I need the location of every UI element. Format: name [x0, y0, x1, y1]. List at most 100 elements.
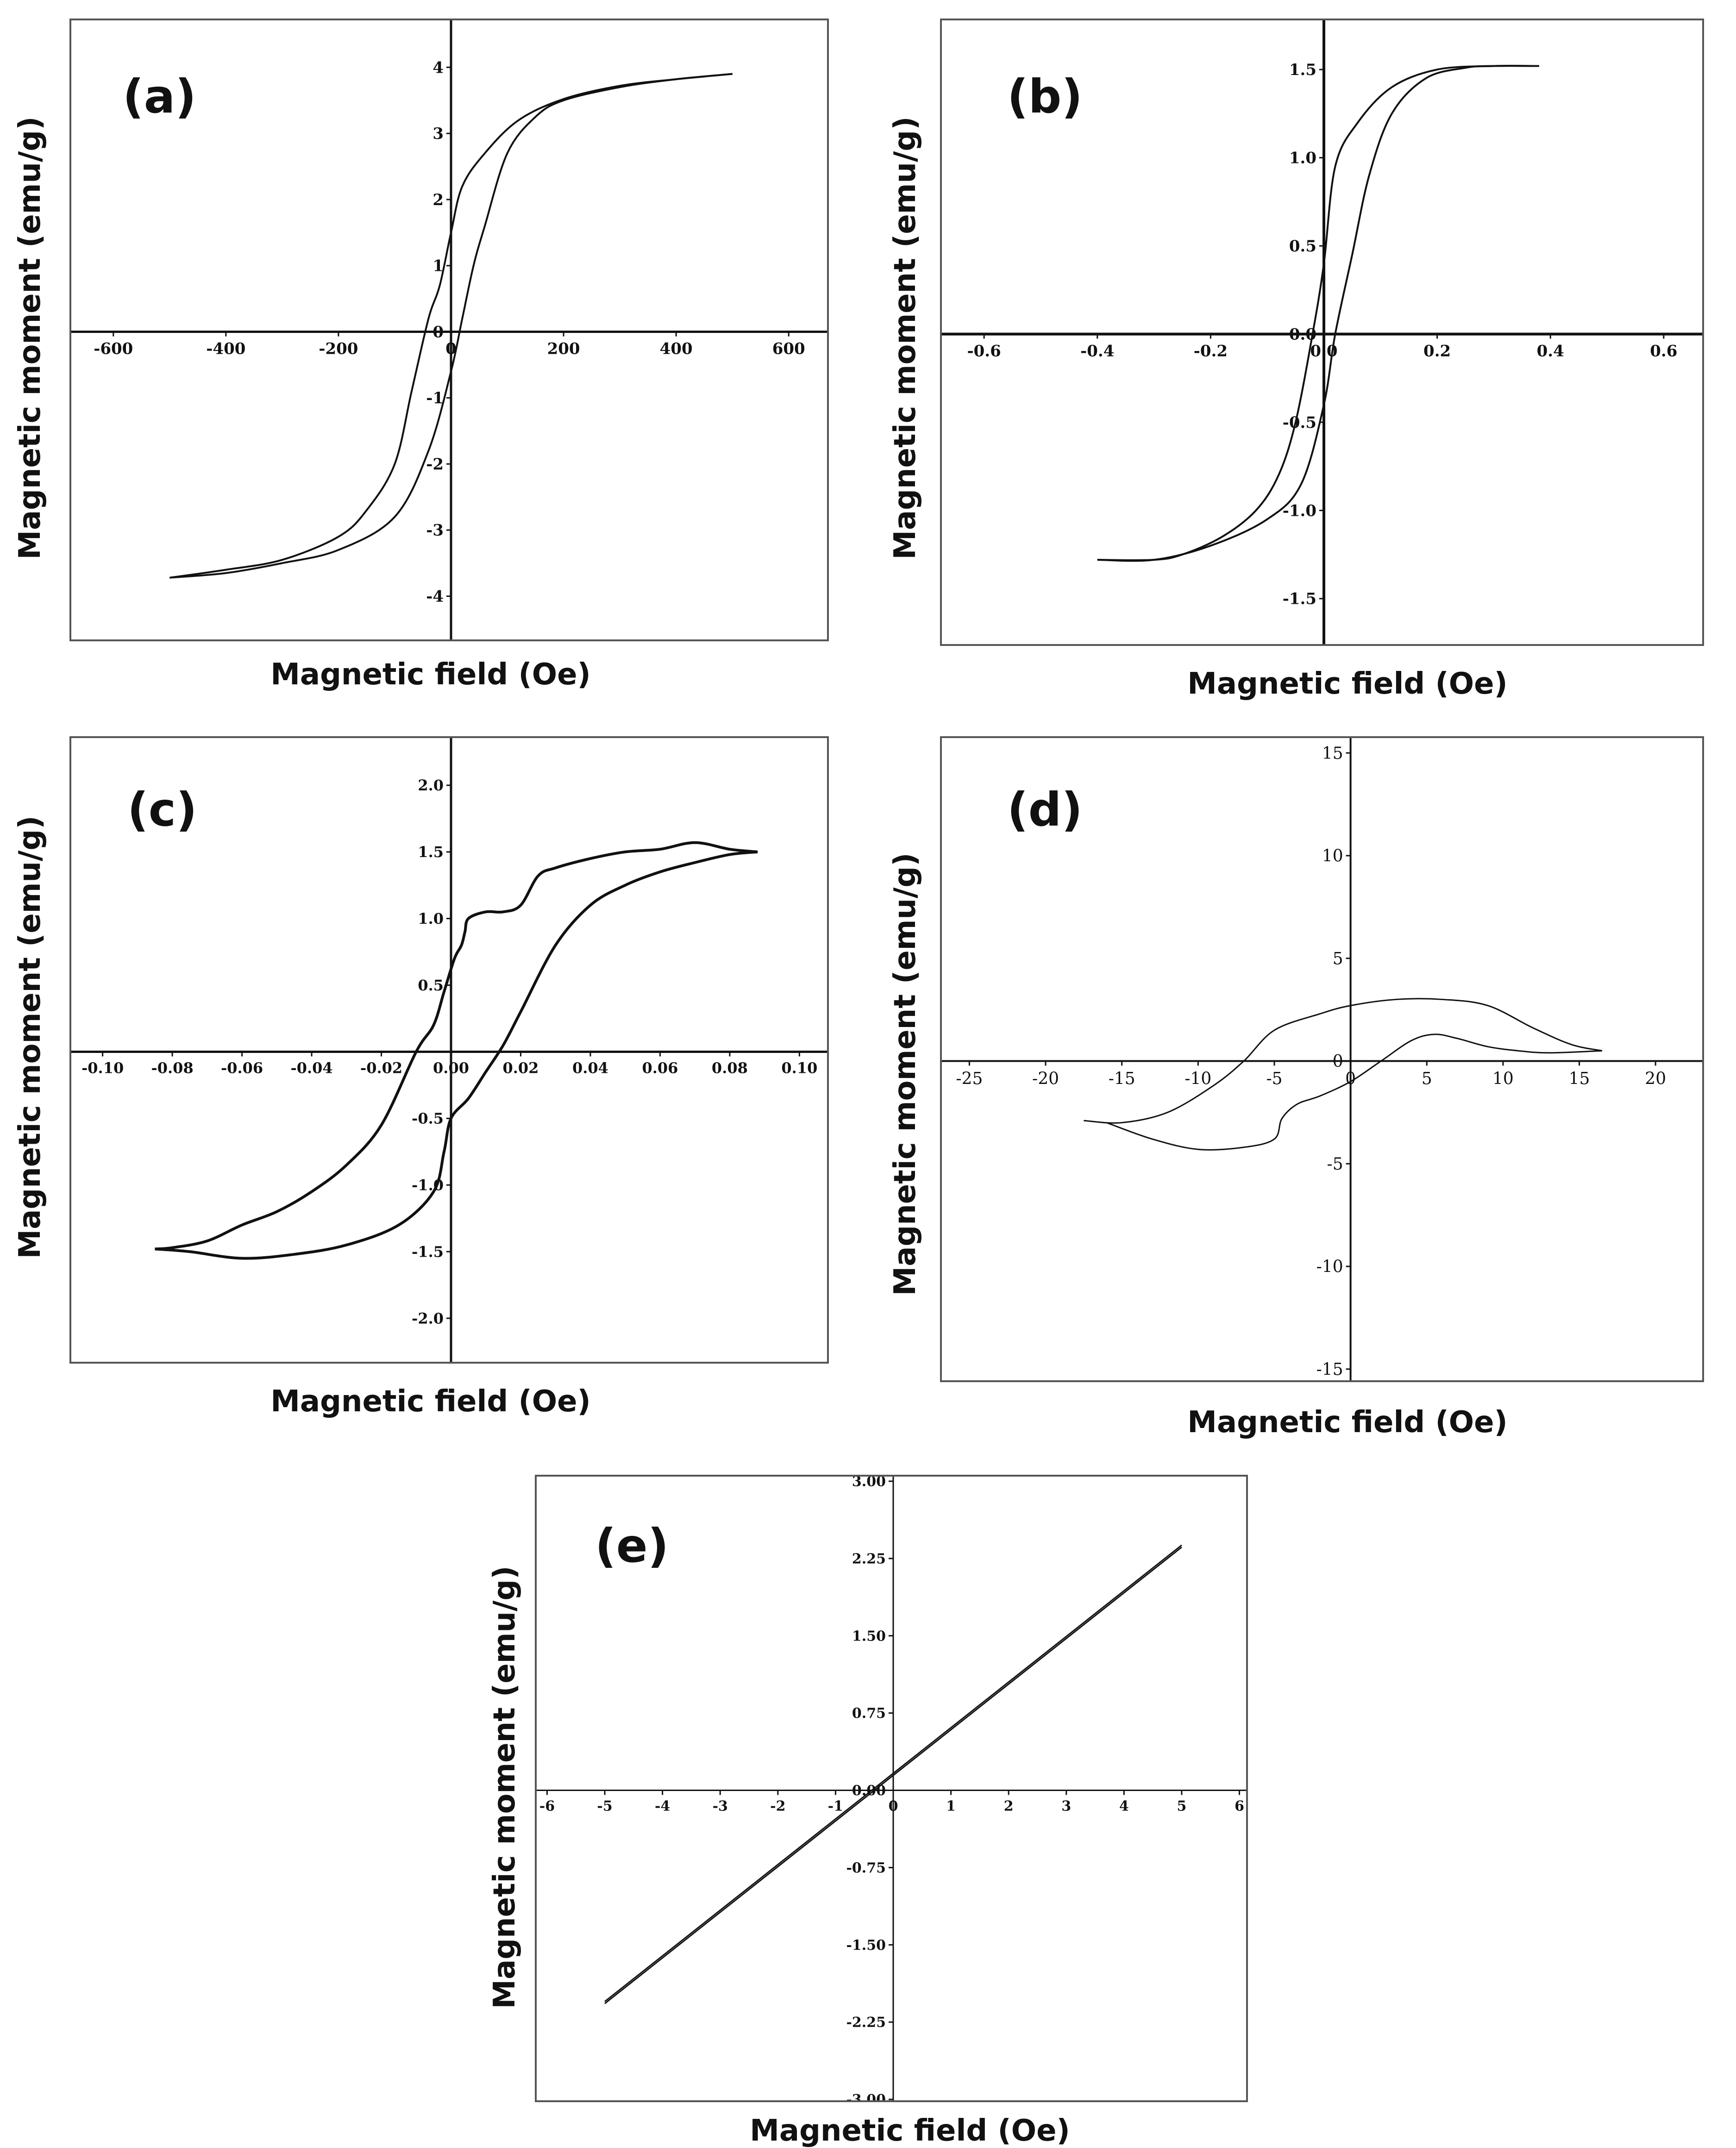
x-tick-label: 0.2 [1423, 342, 1451, 361]
x-tick-label: 5 [1422, 1070, 1432, 1089]
y-tick-label: 1.0 [418, 910, 444, 927]
y-tick-label: 1 [432, 257, 444, 276]
x-tick-label: -0.04 [290, 1059, 332, 1077]
chart-e: -6 -5 -4 -3 -2 -1 0 1 2 3 4 5 6 -3.00 -2.25 -1.50 -0.75 0… [537, 1477, 1246, 2103]
y-tick-label: 3.00 [852, 1477, 886, 1490]
panel-label-c: (c) [127, 783, 197, 837]
series-line-descending [1084, 998, 1603, 1124]
x-axis-label-c: Magnetic field (Oe) [270, 1384, 591, 1419]
series-line-descending [169, 73, 733, 579]
chart-b: -0.6 -0.4 -0.2 0.0 0.2 0.4 0.6-1.5-1.0-0.50.00… [942, 20, 1702, 644]
y-tick-label: -10 [1316, 1258, 1343, 1277]
panel-label-b: (b) [1007, 69, 1083, 124]
x-tick-label: -0.6 [967, 342, 1001, 361]
plot-frame-c: -0.10 -0.08 -0.06 -0.04 -0.02 0.00 0.02 0.04 0.0… [69, 736, 829, 1364]
series-line-ascending [1106, 1033, 1603, 1151]
chart-c: -0.10 -0.08 -0.06 -0.04 -0.02 0.00 0.02 0.04 0.0… [71, 738, 827, 1362]
y-axis-label-d: Magnetic moment (emu/g) [888, 852, 922, 1296]
x-tick-label: 0.4 [1537, 342, 1564, 361]
x-tick-label: 400 [660, 340, 693, 358]
x-tick-label: 5 [1177, 1798, 1187, 1815]
x-tick-label: -15 [1109, 1070, 1135, 1089]
x-tick-label: 0 [445, 340, 457, 358]
series-line-descending [1097, 64, 1539, 561]
x-tick-label: 3 [1061, 1798, 1071, 1815]
y-tick-label: 10 [1322, 847, 1343, 866]
y-axis-label-e: Magnetic moment (emu/g) [488, 1566, 522, 2009]
x-tick-label: 20 [1645, 1070, 1666, 1089]
x-tick-label: -3 [713, 1798, 728, 1815]
x-tick-label: 4 [1119, 1798, 1129, 1815]
x-tick-label: -0.4 [1080, 342, 1114, 361]
y-tick-label: -1.5 [1283, 590, 1316, 608]
series-line-descending [155, 841, 758, 1251]
x-tick-label: -0.08 [151, 1059, 193, 1077]
x-tick-label: 0 [889, 1798, 898, 1815]
x-tick-label: -0.02 [360, 1059, 402, 1077]
y-tick-label: 0.5 [1289, 237, 1316, 256]
x-axis-label-e: Magnetic field (Oe) [750, 2114, 1070, 2148]
y-tick-label: -0.5 [412, 1110, 444, 1127]
x-axis-label-d: Magnetic field (Oe) [1187, 1405, 1508, 1440]
x-tick-label: -1 [828, 1798, 843, 1815]
y-tick-label: -4 [426, 588, 444, 606]
x-tick-label: 0.06 [642, 1059, 678, 1077]
y-tick-label: -1.50 [846, 1937, 886, 1954]
y-tick-label: -2.25 [846, 2015, 886, 2031]
series-line-ascending [604, 1544, 1182, 2002]
y-tick-label: 5 [1333, 949, 1343, 968]
x-tick-label: -2 [770, 1798, 785, 1815]
y-tick-label: 2.0 [418, 777, 444, 794]
y-tick-label: 0 [1333, 1052, 1343, 1071]
y-tick-label: 1.50 [852, 1628, 886, 1644]
y-tick-label: -3 [426, 521, 444, 540]
x-tick-label: -25 [956, 1070, 983, 1089]
y-tick-label: -15 [1316, 1360, 1343, 1379]
plot-frame-e: -6 -5 -4 -3 -2 -1 0 1 2 3 4 5 6 -3.00 -2.25 -1.50 -0.75 0… [535, 1475, 1248, 2102]
panel-label-a: (a) [123, 69, 196, 124]
y-tick-label: 1.5 [418, 843, 444, 861]
y-tick-label: 0.75 [852, 1705, 886, 1722]
series-line-ascending [155, 850, 758, 1260]
x-tick-label: -4 [655, 1798, 670, 1815]
y-tick-label: -0.75 [846, 1860, 886, 1876]
y-tick-label: -1.0 [1283, 501, 1316, 520]
x-axis-label-b: Magnetic field (Oe) [1187, 667, 1508, 701]
x-tick-label: 6 [1235, 1798, 1244, 1815]
y-tick-label: 2 [432, 191, 444, 209]
x-axis-label-a: Magnetic field (Oe) [270, 658, 591, 692]
x-tick-label: -5 [597, 1798, 612, 1815]
plot-frame-b: -0.6 -0.4 -0.2 0.0 0.2 0.4 0.6 -1.5 -1.0 -0.5 0.0 0… [940, 19, 1704, 646]
x-tick-label: -0.06 [221, 1059, 263, 1077]
y-tick-label: -3.00 [846, 2092, 886, 2103]
x-tick-label: 200 [547, 340, 580, 358]
x-tick-label: -6 [539, 1798, 555, 1815]
x-tick-label: 10 [1492, 1070, 1514, 1089]
x-tick-label: -5 [1266, 1070, 1282, 1089]
x-tick-label: -200 [319, 340, 358, 358]
x-tick-label: -600 [94, 340, 133, 358]
y-tick-label: 15 [1322, 744, 1343, 763]
x-tick-label: 0.6 [1650, 342, 1677, 361]
x-tick-label: 0.08 [712, 1059, 748, 1077]
y-tick-label: 1.0 [1289, 149, 1316, 168]
y-tick-label: 0.5 [418, 977, 444, 994]
y-tick-label: -1 [426, 389, 444, 407]
panel-label-d: (d) [1007, 783, 1083, 837]
y-tick-label: 0 [432, 323, 444, 341]
y-tick-label: -0.5 [1283, 413, 1316, 432]
series-line-ascending [1097, 65, 1539, 562]
x-tick-label: -0.2 [1194, 342, 1228, 361]
series-line-ascending [169, 73, 733, 579]
y-tick-label: 1.5 [1289, 61, 1316, 79]
y-tick-label: -2.0 [412, 1309, 444, 1327]
x-tick-label: -20 [1032, 1070, 1059, 1089]
x-tick-label: 15 [1569, 1070, 1590, 1089]
panel-label-e: (e) [595, 1519, 669, 1573]
y-tick-label: 2.25 [852, 1551, 886, 1567]
x-tick-label: 0.02 [503, 1059, 539, 1077]
x-tick-label: -10 [1184, 1070, 1211, 1089]
x-tick-label: 1 [946, 1798, 956, 1815]
x-tick-label: 0.10 [781, 1059, 817, 1077]
